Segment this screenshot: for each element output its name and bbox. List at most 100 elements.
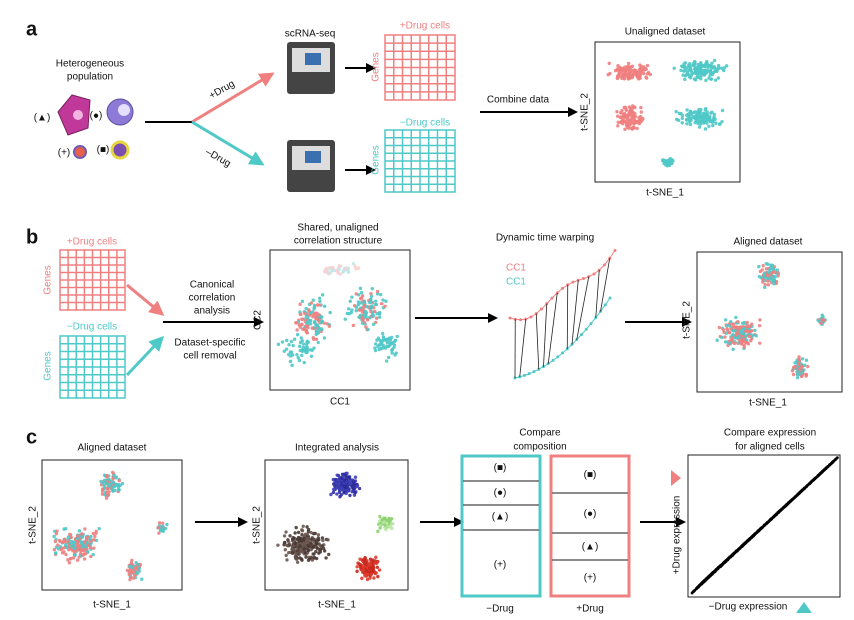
cell-cluster bbox=[672, 58, 729, 83]
cell-dot bbox=[389, 522, 394, 526]
marker: (■) bbox=[494, 463, 507, 474]
cell-dot bbox=[630, 115, 635, 119]
cell-dot bbox=[52, 547, 57, 552]
cell-dot bbox=[710, 61, 714, 65]
cell-dot bbox=[793, 361, 797, 365]
cell-dot bbox=[687, 63, 691, 67]
cell-dot bbox=[390, 348, 394, 352]
cell-dot bbox=[288, 350, 293, 354]
cell-dot bbox=[616, 124, 620, 128]
cell-dot bbox=[640, 117, 644, 122]
cell-dot bbox=[346, 268, 350, 273]
cell-dot bbox=[765, 279, 770, 283]
cell-dot bbox=[83, 527, 87, 531]
plot-frame bbox=[594, 41, 741, 183]
cell-dot bbox=[685, 122, 689, 126]
cell-dot bbox=[375, 289, 380, 294]
cell-dot bbox=[292, 337, 297, 341]
cell-dot bbox=[753, 532, 757, 536]
cell-dot bbox=[369, 294, 374, 299]
cell-dot bbox=[318, 547, 323, 551]
cell-dot bbox=[81, 553, 85, 557]
cell-dot bbox=[635, 70, 639, 75]
cell-dot bbox=[757, 323, 762, 328]
cell-dot bbox=[390, 351, 394, 355]
plot-frame bbox=[269, 249, 411, 391]
cell-dot bbox=[731, 347, 735, 352]
arrow bbox=[126, 283, 165, 316]
cell-dot bbox=[276, 543, 280, 547]
cell-dot bbox=[317, 328, 322, 332]
cell-icons bbox=[57, 94, 134, 160]
cell-dot bbox=[300, 558, 304, 562]
cell-dot bbox=[355, 569, 359, 574]
cell-dot bbox=[795, 375, 800, 380]
cell-dot bbox=[615, 114, 620, 118]
cell-dot bbox=[286, 550, 291, 555]
axis-label: t-SNE_1 bbox=[318, 600, 356, 611]
cell-dot bbox=[364, 569, 369, 574]
cell-cluster bbox=[276, 524, 331, 565]
cell-dot bbox=[370, 286, 375, 291]
cell-dot bbox=[302, 327, 307, 332]
cell-dot bbox=[761, 277, 765, 282]
cell-dot bbox=[312, 307, 316, 311]
cell-cluster bbox=[816, 313, 827, 327]
cell-dot bbox=[306, 319, 310, 324]
cell-dot bbox=[310, 326, 314, 330]
axis-label: CC1 bbox=[330, 397, 350, 408]
cell-dot bbox=[834, 457, 838, 461]
cell-dot bbox=[767, 520, 770, 524]
cell-dot bbox=[80, 540, 84, 544]
cell-dot bbox=[809, 480, 813, 484]
cell-dot bbox=[69, 556, 73, 561]
cell-dot bbox=[371, 322, 376, 327]
plot-title: Shared, unaligned bbox=[297, 223, 378, 234]
cell-dot bbox=[306, 325, 310, 330]
cell-dot bbox=[806, 364, 810, 369]
gene-matrix bbox=[384, 129, 456, 193]
cell-dot bbox=[608, 71, 612, 76]
cell-dot bbox=[740, 330, 745, 335]
cell-dot bbox=[825, 465, 829, 469]
cell-dot bbox=[331, 266, 335, 270]
arrow bbox=[191, 120, 265, 166]
cell-dot bbox=[714, 67, 719, 72]
cell-dot bbox=[378, 514, 382, 519]
cell-dot bbox=[740, 544, 744, 548]
cell-dot bbox=[335, 492, 339, 496]
cell-dot bbox=[706, 575, 710, 579]
cell-dot bbox=[373, 348, 378, 353]
marker: (▲) bbox=[582, 542, 599, 553]
cell-dot bbox=[375, 338, 379, 342]
cell-dot bbox=[617, 74, 621, 78]
cell-dot bbox=[731, 329, 735, 333]
cell-dot bbox=[704, 78, 708, 83]
cell-dot bbox=[792, 496, 796, 500]
cell-dot bbox=[71, 540, 75, 544]
cell-cluster bbox=[373, 331, 399, 363]
matrix-axis: Genes bbox=[43, 265, 54, 294]
cell-dot bbox=[704, 69, 708, 73]
cell-dot bbox=[717, 325, 722, 330]
cell-cluster bbox=[674, 106, 725, 131]
cell-dot bbox=[688, 122, 693, 127]
cell-dot bbox=[763, 285, 767, 290]
cell-dot bbox=[364, 304, 369, 309]
cell-dot bbox=[309, 537, 314, 541]
cell-dot bbox=[75, 558, 80, 562]
cell-dot bbox=[359, 313, 363, 318]
cell-dot bbox=[302, 360, 306, 365]
cell-dot bbox=[327, 324, 332, 328]
cell-dot bbox=[299, 537, 303, 541]
cell-dot bbox=[70, 544, 74, 548]
text: Compare expression bbox=[724, 428, 816, 439]
dividers bbox=[463, 480, 628, 561]
cell-dot bbox=[105, 481, 109, 485]
cell-dot bbox=[372, 576, 376, 580]
text: Canonical bbox=[190, 280, 234, 291]
cell-dot bbox=[378, 523, 382, 528]
cell-dot bbox=[358, 565, 363, 569]
cell-cluster bbox=[322, 261, 361, 276]
